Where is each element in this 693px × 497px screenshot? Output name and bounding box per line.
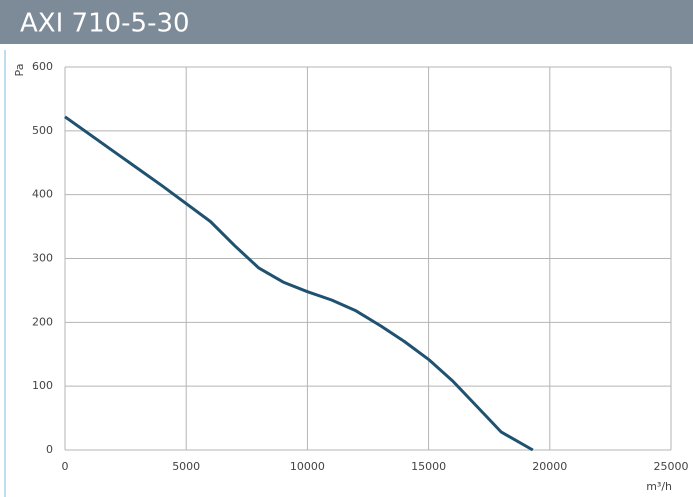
chart-title: AXI 710-5-30 (20, 9, 190, 39)
y-tick-label: 500 (32, 124, 53, 137)
x-tick-label: 15000 (411, 460, 446, 473)
x-tick-label: 25000 (654, 460, 689, 473)
x-tick-label: 20000 (532, 460, 567, 473)
y-tick-label: 200 (32, 315, 53, 328)
y-tick-label: 300 (32, 252, 53, 265)
x-tick-label: 10000 (290, 460, 325, 473)
x-tick-label: 5000 (172, 460, 200, 473)
curve (64, 115, 534, 452)
y-tick-label: 100 (32, 379, 53, 392)
x-tick-label: 0 (62, 460, 69, 473)
x-axis-label: m³/h (646, 480, 672, 493)
y-tick-label: 400 (32, 188, 53, 201)
y-tick-label: 0 (46, 443, 53, 456)
y-axis-label: Pa (13, 64, 26, 77)
y-tick-label: 600 (32, 60, 53, 73)
title-bar (0, 0, 693, 44)
